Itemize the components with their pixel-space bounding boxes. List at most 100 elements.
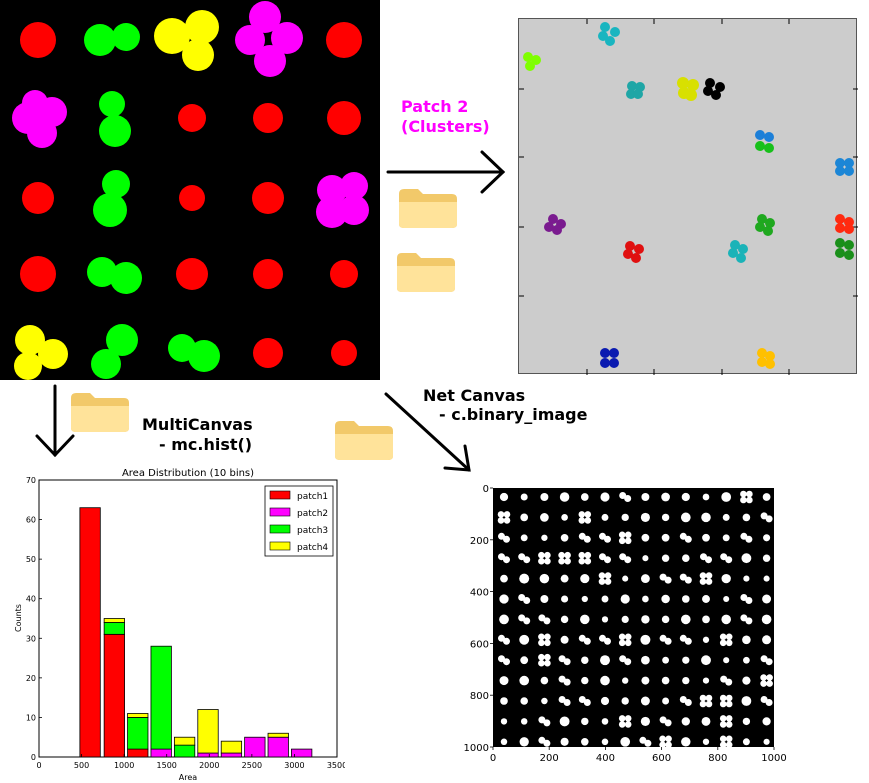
binary-blob [763,575,770,582]
binary-blob [742,676,751,685]
folder-icon [71,393,129,432]
y-tick-label: 50 [26,555,36,564]
binary-image [493,488,774,747]
binary-blob [702,677,710,684]
binary-blob [642,555,649,562]
binary-blob [766,674,773,681]
binary-blob [584,517,592,524]
binary-blob [618,633,626,641]
y-tick-label: 800 [470,691,489,702]
binary-blob [702,533,710,542]
binary-blob [558,557,565,565]
binary-blob [624,639,632,647]
binary-blob [538,557,545,565]
binary-blob [664,637,672,645]
binary-blob [544,557,551,565]
binary-blob [564,557,571,565]
histogram-bar-patch4 [267,732,289,738]
binary-blob [538,639,545,647]
binary-blob [538,659,545,667]
folder-icon [399,189,457,228]
y-tick-label: 20 [26,674,36,683]
binary-blob [560,533,569,542]
binary-blob [560,737,569,746]
x-tick-label: 0 [36,761,41,770]
binary-blob [604,637,611,645]
binary-blob [723,595,730,603]
binary-blob [725,633,733,641]
binary-blob [761,614,772,625]
histogram-bar-patch2 [220,752,243,758]
binary-blob [544,551,551,559]
histogram-bar-patch2 [267,736,289,758]
binary-blob [659,741,666,749]
x-tick-label: 800 [708,753,727,764]
binary-blob [559,716,570,727]
x-tick-label: 1000 [114,761,134,770]
binary-blob [701,512,711,523]
binary-blob [719,721,727,728]
binary-blob [624,556,632,564]
binary-blob [699,694,707,702]
binary-blob [742,513,751,522]
binary-blob [520,534,528,542]
binary-blob [765,699,773,706]
binary-blob [563,678,571,686]
binary-blob [540,513,549,522]
binary-blob [664,576,672,584]
x-tick-label: 600 [652,753,671,764]
binary-blob [499,492,509,502]
binary-blob [601,616,609,623]
binary-blob [578,517,586,524]
binary-blob [745,597,753,604]
legend-label-patch1: patch1 [297,492,328,502]
binary-blob [600,492,610,502]
binary-blob [624,715,632,722]
binary-blob [719,735,727,743]
patch2-label-title: Patch 2 [401,97,469,116]
binary-blob [600,655,610,666]
binary-blob [520,513,529,522]
binary-blob [601,738,609,746]
binary-blob [641,615,650,624]
binary-blob [661,676,670,685]
binary-blob [746,490,753,498]
y-tick-label: 0 [31,753,36,762]
binary-blob [640,696,650,706]
binary-blob [721,614,731,625]
binary-blob [621,615,629,624]
binary-blob [699,572,707,579]
netcanvas-label-title: Net Canvas [423,386,526,405]
binary-blob [622,677,629,684]
binary-blob [740,490,747,498]
binary-blob [581,738,589,746]
binary-blob [681,717,690,726]
histogram-bar-patch3 [127,717,149,750]
binary-blob [681,737,691,747]
binary-blob [624,721,632,728]
binary-blob [742,738,750,746]
binary-blob [681,492,690,502]
histogram-bar-patch2 [197,752,219,758]
source-particles [12,1,369,380]
binary-blob [681,595,690,603]
y-tick-label: 10 [26,713,36,722]
y-tick-label: 70 [26,476,36,485]
binary-blob [503,637,510,645]
legend-label-patch4: patch4 [297,543,328,553]
binary-blob [684,637,692,645]
binary-blob [520,697,528,705]
binary-blob [701,655,711,666]
binary-blob [702,636,710,643]
y-tick-label: 400 [470,588,489,599]
binary-blob [644,739,652,747]
binary-blob [580,493,589,501]
binary-blob [580,614,590,625]
binary-blob [684,576,692,584]
binary-blob [719,741,727,749]
binary-blob [519,573,530,584]
patch1-particles [20,22,362,368]
binary-blob [705,700,713,708]
binary-blob [538,653,545,661]
